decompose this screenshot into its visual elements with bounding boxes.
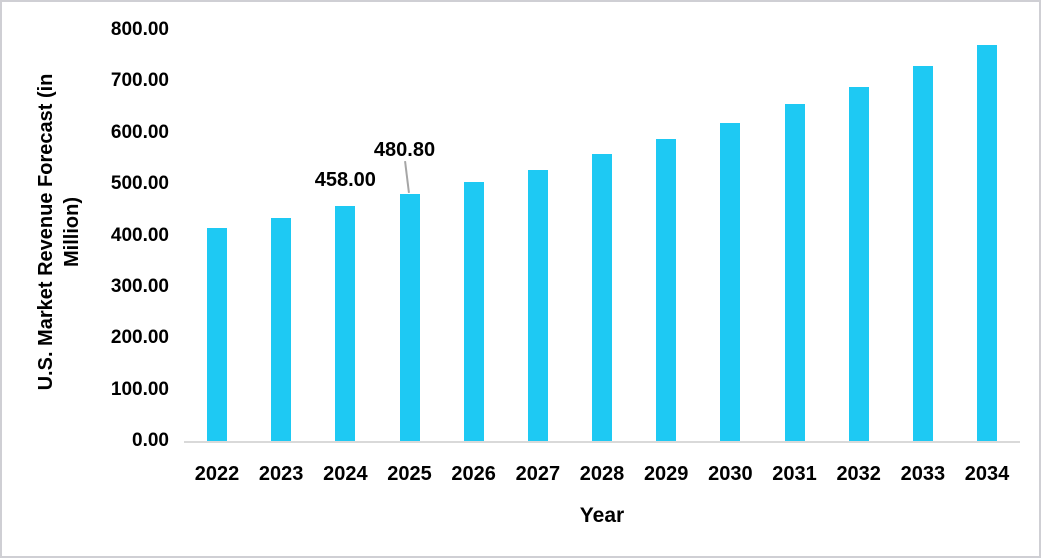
x-tick-label-2030: 2030 bbox=[708, 463, 753, 485]
bar-2032 bbox=[848, 86, 869, 441]
bar-2023 bbox=[271, 217, 292, 441]
y-tick-label: 100.00 bbox=[110, 378, 169, 400]
data-label-2024: 458.00 bbox=[314, 169, 376, 191]
x-tick-label-2028: 2028 bbox=[579, 463, 625, 485]
y-tick-label: 800.00 bbox=[110, 19, 169, 40]
x-tick-label-2027: 2027 bbox=[515, 463, 561, 485]
y-tick-label: 600.00 bbox=[110, 121, 169, 143]
bar-2033 bbox=[912, 65, 933, 441]
y-tick-label: 300.00 bbox=[110, 275, 169, 297]
bar-2026 bbox=[463, 181, 484, 441]
x-tick-label-2023: 2023 bbox=[258, 463, 304, 485]
x-tick-label-2024: 2024 bbox=[323, 463, 368, 485]
x-tick-label-2026: 2026 bbox=[451, 463, 496, 485]
bar-2027 bbox=[527, 169, 548, 441]
x-tick-label-2034: 2034 bbox=[964, 463, 1010, 485]
bar-2034 bbox=[977, 45, 998, 441]
y-tick-label: 0.00 bbox=[132, 430, 169, 451]
y-tick-label: 500.00 bbox=[110, 173, 169, 195]
bar-2024 bbox=[335, 205, 356, 441]
x-tick-label-2033: 2033 bbox=[900, 463, 946, 485]
x-axis-title: Year bbox=[579, 504, 625, 527]
y-tick-label: 400.00 bbox=[110, 224, 169, 246]
y-tick-label: 200.00 bbox=[110, 327, 169, 349]
x-tick-label-2022: 2022 bbox=[194, 463, 240, 485]
x-tick-label-2032: 2032 bbox=[836, 463, 881, 485]
bar-2030 bbox=[720, 122, 741, 441]
x-tick-label-2031: 2031 bbox=[772, 463, 817, 485]
data-label-2025: 480.80 bbox=[373, 139, 436, 161]
bar-2025 bbox=[399, 193, 420, 441]
bar-2029 bbox=[656, 138, 677, 441]
x-tick-label-2025: 2025 bbox=[387, 463, 432, 485]
bar-2031 bbox=[784, 104, 805, 441]
x-tick-label-2029: 2029 bbox=[643, 463, 689, 485]
bar-2022 bbox=[207, 227, 227, 441]
bar-2028 bbox=[592, 154, 613, 441]
y-tick-label: 700.00 bbox=[110, 70, 169, 92]
x-axis-line bbox=[184, 441, 1020, 443]
